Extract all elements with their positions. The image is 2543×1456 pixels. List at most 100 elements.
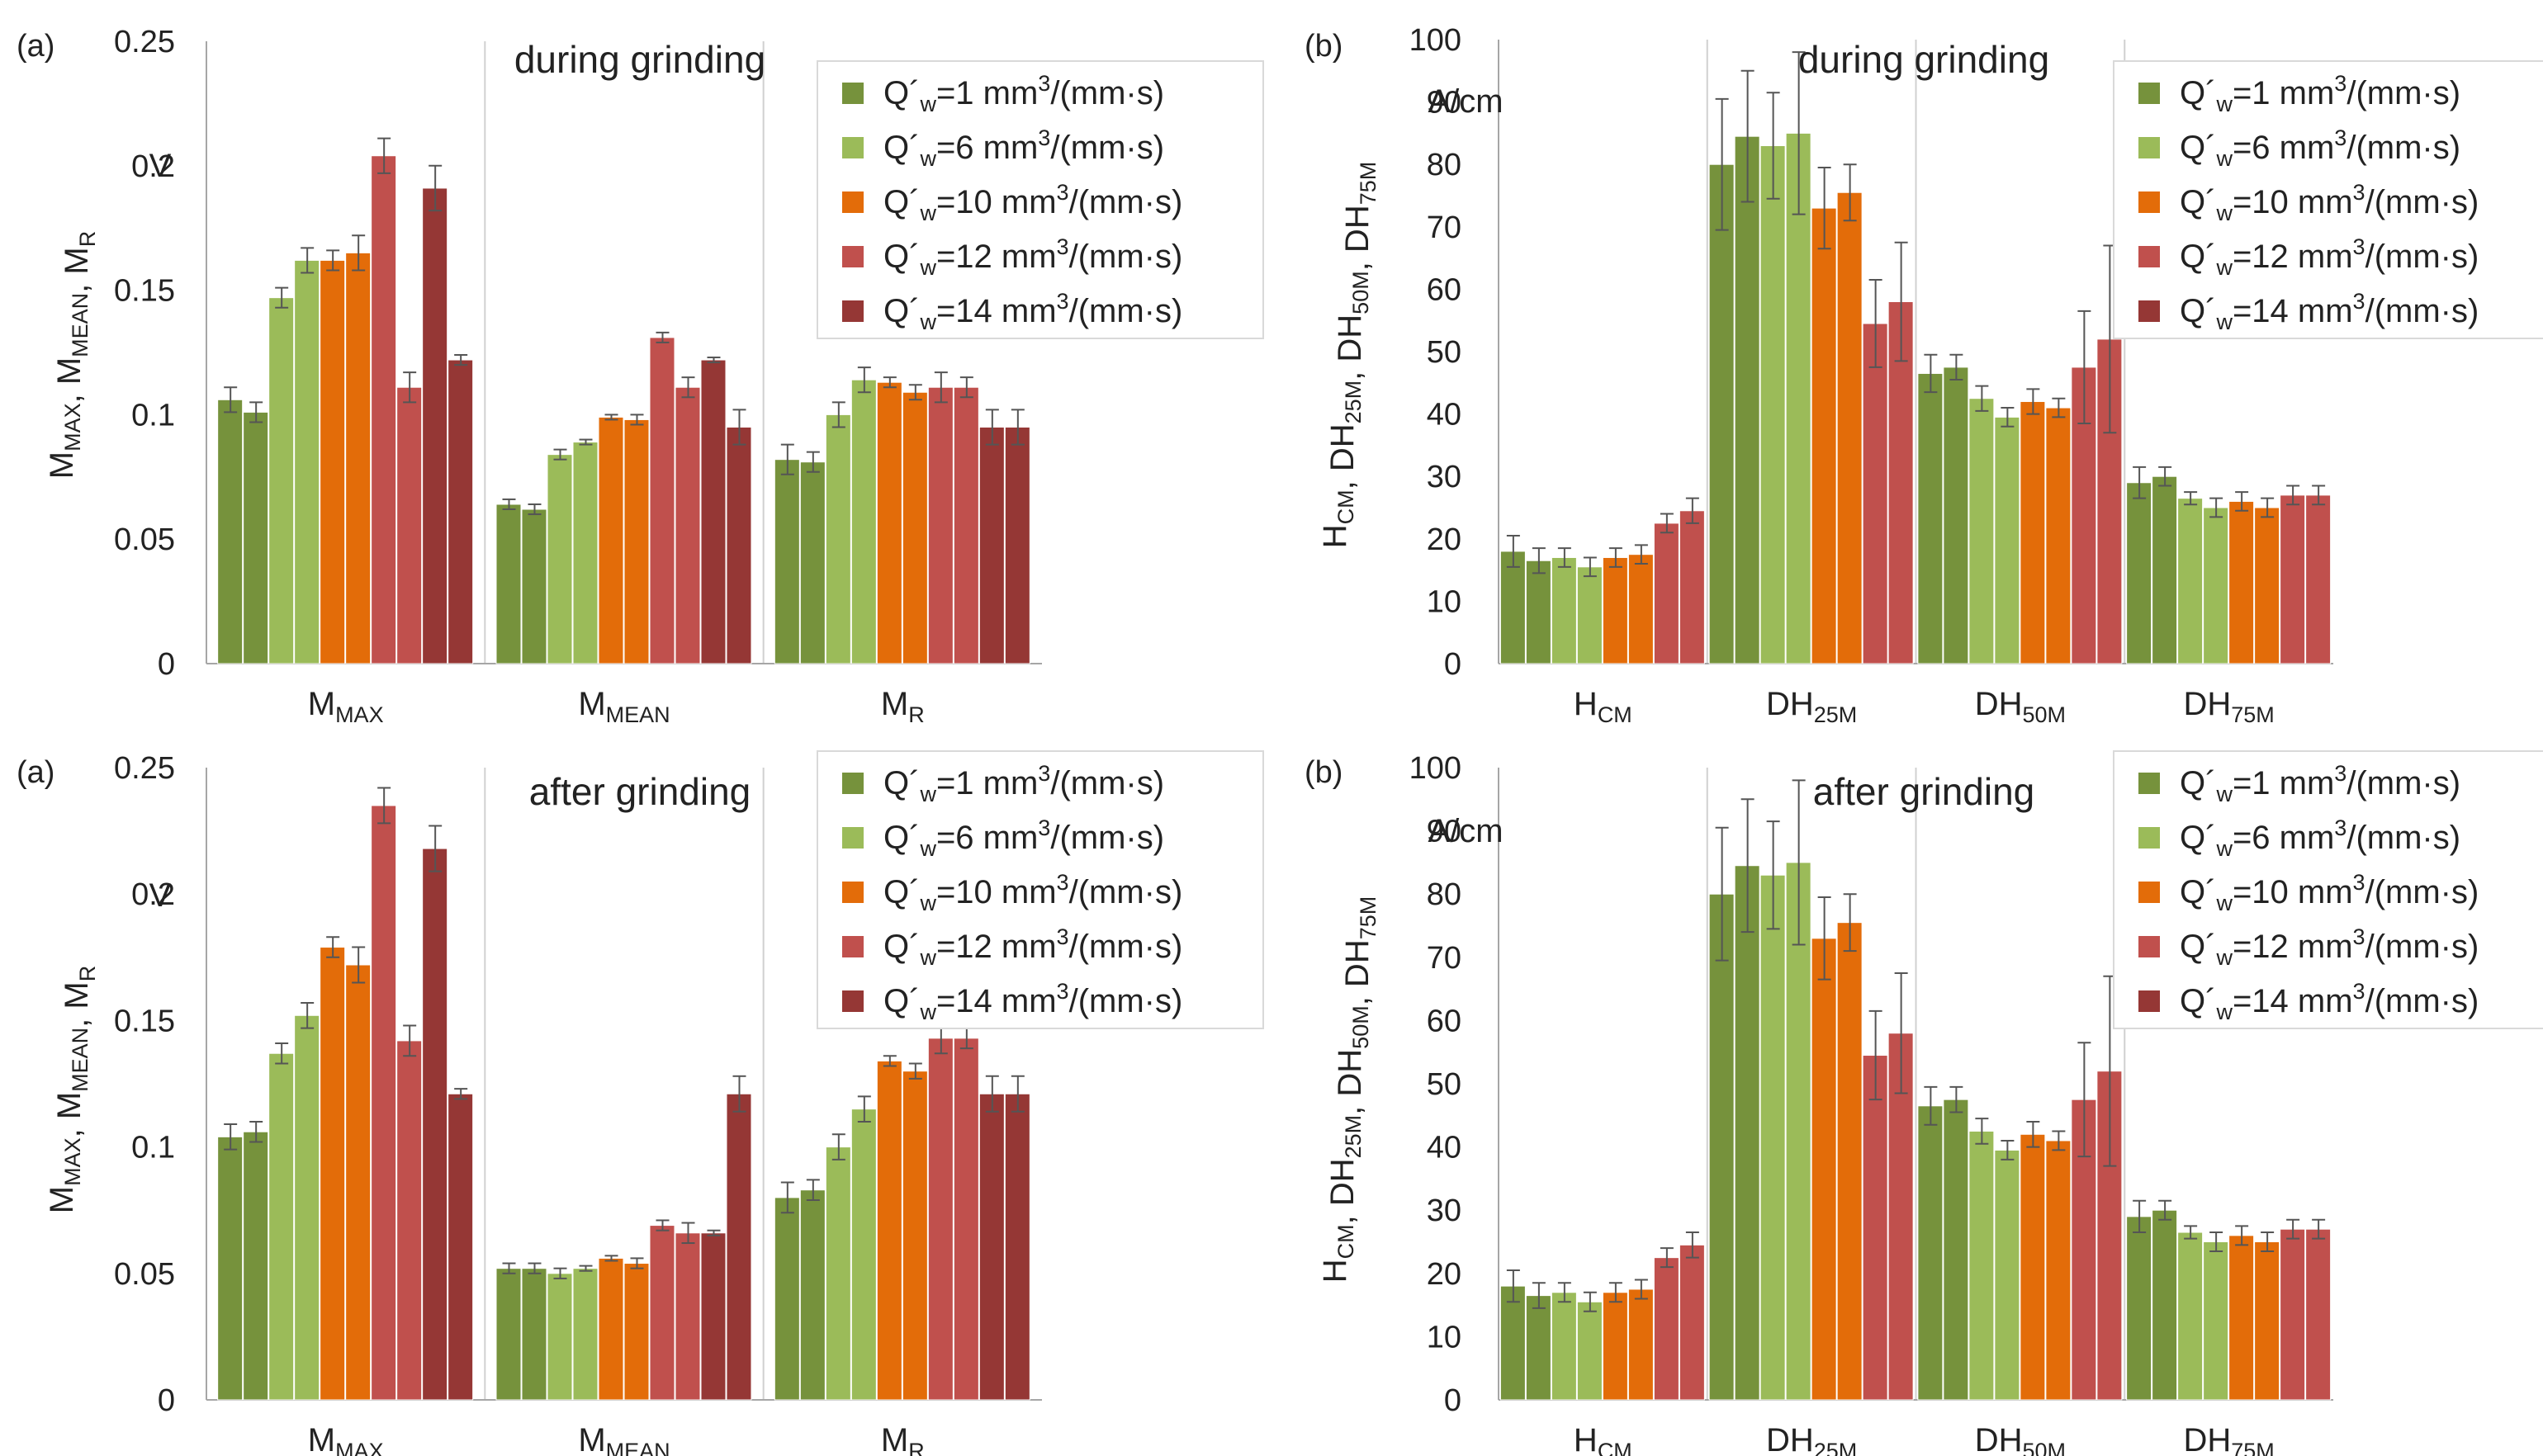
y-tick-label: 30 bbox=[1427, 460, 1461, 494]
legend: Q´w=1 mm3/(mm·s) Q´w=6 mm3/(mm·s) Q´w=10 m… bbox=[2113, 60, 2543, 339]
y-tick-label: 10 bbox=[1427, 584, 1461, 619]
bar bbox=[2203, 1241, 2229, 1401]
y-tick-label: 0.25 bbox=[114, 751, 175, 786]
legend-label: Q´w=10 mm3/(mm·s) bbox=[2180, 870, 2479, 915]
bar bbox=[268, 1052, 295, 1401]
bar bbox=[675, 1232, 701, 1401]
legend-swatch bbox=[2138, 827, 2160, 849]
bar bbox=[1968, 1130, 1995, 1401]
bar bbox=[1734, 865, 1760, 1401]
bar bbox=[1759, 145, 1786, 664]
y-tick-label: 0.2 bbox=[131, 877, 175, 912]
bar bbox=[1525, 1295, 1551, 1401]
legend-label: Q´w=1 mm3/(mm·s) bbox=[2180, 71, 2460, 116]
bar bbox=[2126, 1216, 2152, 1401]
bar bbox=[2280, 1228, 2306, 1401]
bar bbox=[572, 442, 599, 664]
bar bbox=[1759, 874, 1786, 1401]
bar bbox=[649, 1225, 675, 1401]
legend-swatch bbox=[842, 882, 864, 903]
chart-title: after grinding bbox=[1813, 770, 2035, 813]
bar bbox=[2280, 494, 2306, 664]
legend-label: Q´w=1 mm3/(mm·s) bbox=[883, 761, 1164, 806]
bar bbox=[2152, 1209, 2178, 1401]
panel-label: (a) bbox=[17, 29, 54, 64]
x-tick-label: MMEAN bbox=[578, 1422, 670, 1456]
legend-swatch bbox=[842, 246, 864, 267]
bar bbox=[2045, 1140, 2072, 1401]
bar bbox=[1525, 560, 1551, 664]
bar bbox=[2203, 507, 2229, 664]
bar bbox=[448, 1093, 474, 1401]
x-tick-label: DH50M bbox=[1975, 686, 2066, 727]
x-tick-label: DH25M bbox=[1766, 686, 1857, 727]
legend-label: Q´w=14 mm3/(mm·s) bbox=[2180, 979, 2479, 1024]
bar bbox=[547, 454, 573, 664]
bar bbox=[1499, 551, 1526, 664]
legend-label: Q´w=6 mm3/(mm·s) bbox=[2180, 125, 2460, 171]
legend-box bbox=[2113, 750, 2543, 1029]
y-tick-label: 70 bbox=[1427, 210, 1461, 245]
bar bbox=[371, 805, 397, 1401]
bar bbox=[927, 386, 954, 664]
x-tick-label: DH75M bbox=[2183, 686, 2274, 727]
x-tick-label: DH50M bbox=[1975, 1422, 2066, 1456]
legend-swatch bbox=[842, 137, 864, 158]
y-tick-label: 0 bbox=[1444, 1383, 1461, 1418]
bar bbox=[876, 381, 902, 664]
bar bbox=[1836, 191, 1863, 664]
x-tick-label: HCM bbox=[1574, 1422, 1632, 1456]
bar bbox=[850, 379, 877, 664]
y-unit-label: A/cm bbox=[1428, 83, 1503, 120]
legend: Q´w=1 mm3/(mm·s) Q´w=6 mm3/(mm·s) Q´w=10 m… bbox=[2113, 750, 2543, 1029]
bar bbox=[1576, 566, 1603, 664]
y-tick-label: 50 bbox=[1427, 1067, 1461, 1102]
bar bbox=[495, 1268, 522, 1401]
legend-swatch bbox=[2138, 246, 2160, 267]
y-tick-label: 60 bbox=[1427, 272, 1461, 307]
legend-box bbox=[817, 750, 1264, 1029]
legend-swatch bbox=[842, 990, 864, 1012]
y-tick-label: 100 bbox=[1409, 23, 1461, 58]
y-tick-label: 0.1 bbox=[131, 398, 175, 433]
bar bbox=[1994, 1149, 2020, 1401]
bar bbox=[320, 947, 346, 1401]
y-tick-label: 70 bbox=[1427, 941, 1461, 976]
bar bbox=[1811, 938, 1837, 1401]
bar bbox=[700, 359, 727, 664]
legend-swatch bbox=[2138, 83, 2160, 104]
bar bbox=[371, 155, 397, 664]
bar bbox=[1994, 416, 2020, 664]
x-tick-label: MR bbox=[881, 1422, 925, 1456]
bar bbox=[521, 1268, 547, 1401]
bar bbox=[1004, 426, 1030, 664]
bar bbox=[1734, 135, 1760, 664]
bar bbox=[2126, 482, 2152, 664]
bar bbox=[422, 187, 448, 664]
panel-label: (b) bbox=[1305, 29, 1343, 64]
chart-panel-3: 0 0.05 0.1 0.15 0.2 0.25 MMAX MMEAN MR (a) after g… bbox=[17, 750, 1264, 1456]
bar bbox=[2020, 400, 2046, 664]
bar bbox=[2228, 1235, 2255, 1401]
bar bbox=[1943, 1099, 1969, 1401]
bar bbox=[2254, 1241, 2280, 1401]
bar bbox=[1917, 1105, 1944, 1401]
y-tick-label: 40 bbox=[1427, 398, 1461, 433]
legend-label: Q´w=14 mm3/(mm·s) bbox=[883, 289, 1182, 334]
bar bbox=[1627, 554, 1654, 664]
bar bbox=[547, 1273, 573, 1401]
legend-swatch bbox=[2138, 191, 2160, 213]
y-unit-label: V bbox=[149, 877, 172, 914]
bar bbox=[825, 414, 851, 664]
bar bbox=[2305, 1228, 2332, 1401]
bar bbox=[422, 848, 448, 1401]
chart-panel-4: 0 10 20 30 40 50 60 70 80 90 100 HCM DH25M DH50M DH75M… bbox=[1305, 750, 2543, 1456]
legend-swatch bbox=[2138, 137, 2160, 158]
y-axis-label: HCM, DH25M, DH50M, DH75M bbox=[1317, 162, 1380, 548]
bar bbox=[953, 386, 979, 664]
bar bbox=[2177, 498, 2204, 664]
legend-box bbox=[2113, 60, 2543, 339]
y-tick-label: 100 bbox=[1409, 751, 1461, 786]
legend-label: Q´w=10 mm3/(mm·s) bbox=[883, 180, 1182, 225]
